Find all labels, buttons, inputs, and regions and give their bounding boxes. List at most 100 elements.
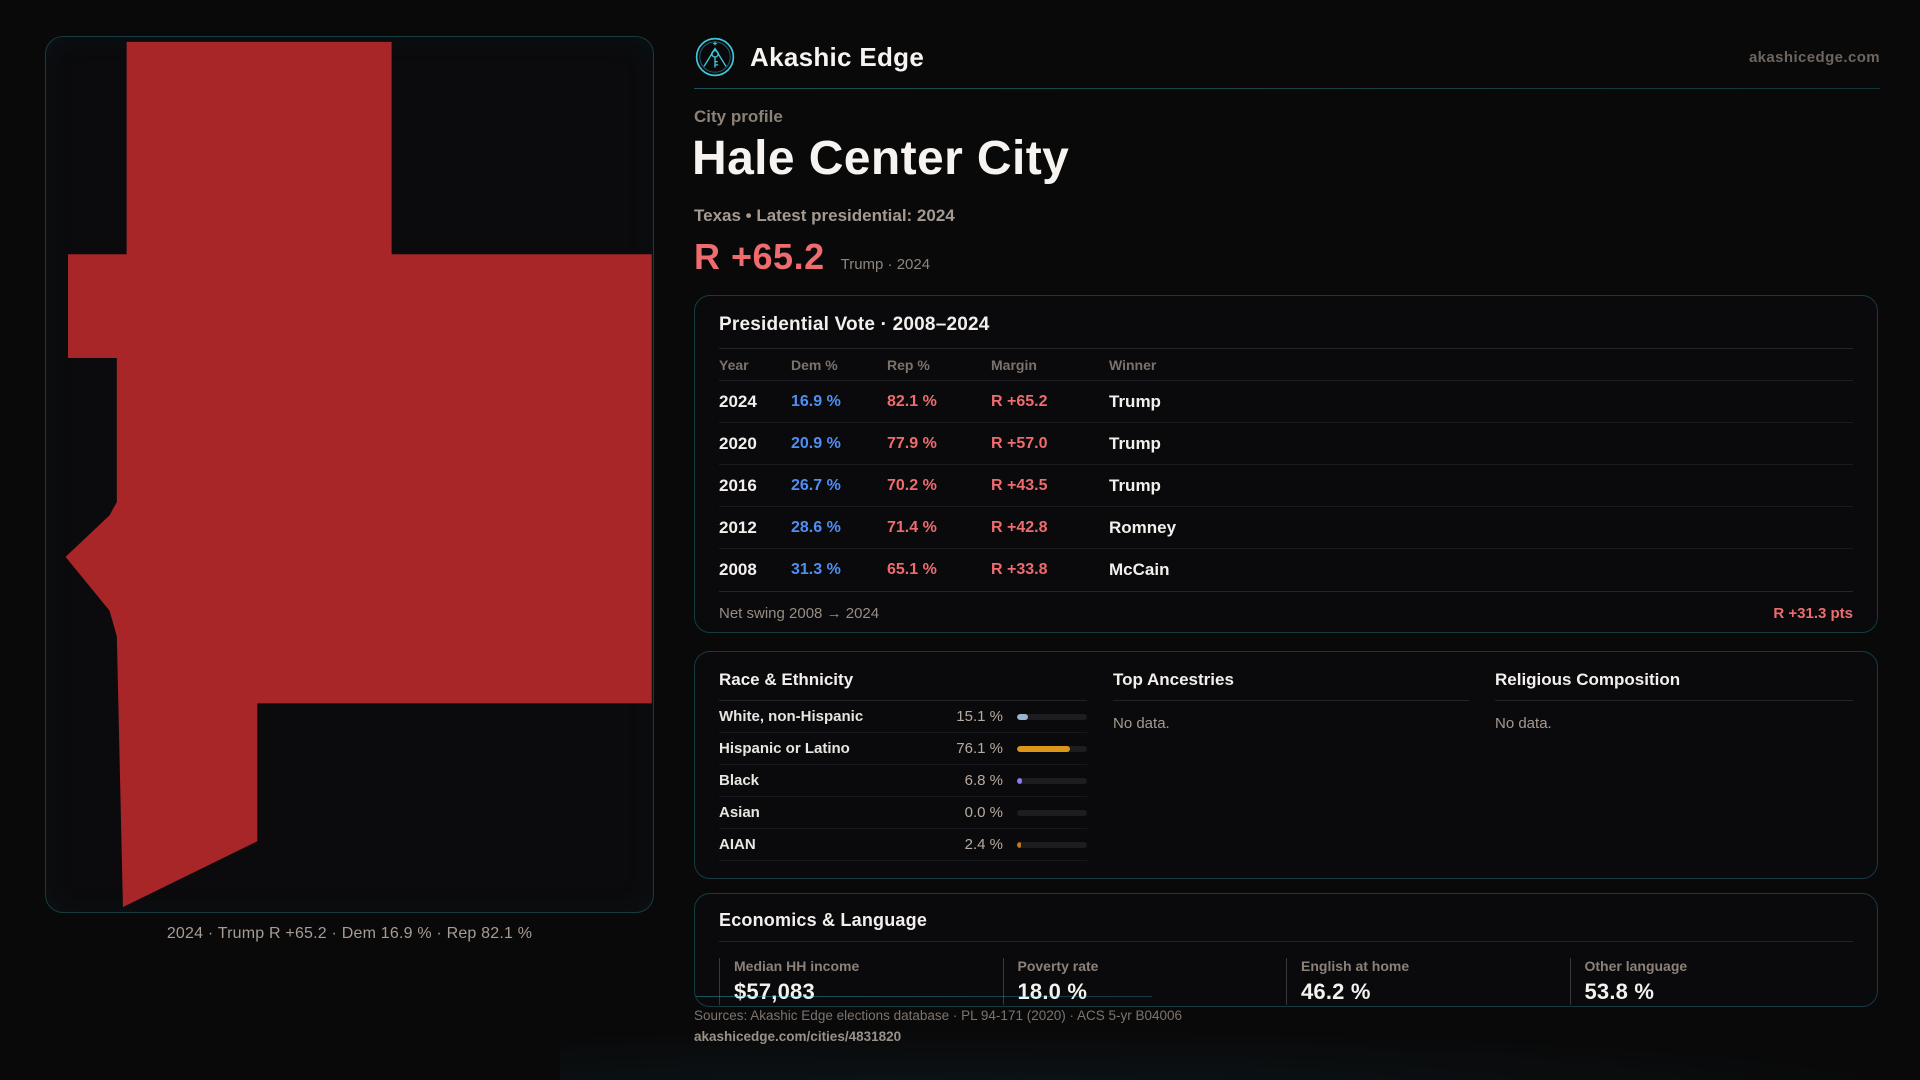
stat-label: Other language: [1584, 958, 1688, 974]
cell-dem: 28.6 %: [791, 518, 841, 536]
col-header-winner: Winner: [1109, 356, 1157, 373]
stat-value: $57,083: [734, 979, 815, 1004]
race-bar-track: [1017, 841, 1087, 848]
headline-margin-row: R +65.2 Trump · 2024: [694, 236, 930, 278]
brand-lockup[interactable]: Akashic Edge: [694, 36, 924, 78]
ancestries-empty-state: No data.: [1113, 715, 1170, 732]
economics-stats-row: Median HH income $57,083 Poverty rate 18…: [719, 958, 1853, 1005]
cell-dem: 31.3 %: [791, 561, 841, 578]
headline-margin-note: Trump · 2024: [840, 256, 931, 273]
race-label: Asian: [719, 804, 760, 821]
table-row: 2016 26.7 % 70.2 % R +43.5 Trump: [719, 465, 1853, 507]
col-header-margin: Margin: [991, 356, 1037, 373]
ancestries-section: Top Ancestries No data.: [1113, 670, 1469, 861]
cell-year: 2024: [719, 391, 757, 411]
city-boundary-shape: [65, 41, 652, 908]
race-bar-track: [1017, 809, 1087, 816]
col-header-year: Year: [719, 356, 749, 373]
kicker-label: City profile: [694, 107, 783, 126]
race-bar-fill: [1017, 841, 1021, 848]
race-bar-fill: [1017, 745, 1071, 752]
race-section-title: Race & Ethnicity: [719, 670, 1087, 701]
header-divider: [694, 88, 1880, 89]
cell-dem: 16.9 %: [791, 392, 841, 410]
race-value: 76.1 %: [956, 740, 1003, 757]
domain-link[interactable]: akashicedge.com: [1748, 48, 1880, 66]
cell-year: 2020: [719, 433, 757, 453]
net-swing-value: R +31.3 pts: [1773, 605, 1853, 622]
vote-card-title: Presidential Vote · 2008–2024: [719, 314, 990, 335]
list-item: Hispanic or Latino 76.1 %: [719, 733, 1087, 765]
race-value: 2.4 %: [964, 836, 1003, 853]
list-item: Black 6.8 %: [719, 765, 1087, 797]
cell-year: 2012: [719, 517, 757, 537]
cell-margin: R +33.8: [991, 561, 1048, 578]
stat-label: English at home: [1301, 958, 1410, 974]
cell-winner: Trump: [1109, 391, 1161, 411]
race-label: White, non-Hispanic: [719, 708, 864, 725]
cell-rep: 77.9 %: [887, 434, 937, 452]
race-ethnicity-section: Race & Ethnicity White, non-Hispanic 15.…: [719, 670, 1087, 861]
net-swing-label: Net swing 2008 → 2024: [719, 605, 880, 622]
race-label: Black: [719, 772, 760, 789]
col-header-rep: Rep %: [887, 356, 930, 373]
race-bar-track: [1017, 777, 1087, 784]
stat-other-language: Other language 53.8 %: [1569, 958, 1854, 1005]
stat-value: 46.2 %: [1301, 979, 1371, 1004]
cell-year: 2008: [719, 560, 757, 579]
religion-section-title: Religious Composition: [1495, 670, 1853, 701]
cell-winner: Trump: [1109, 475, 1161, 495]
presidential-vote-card: Presidential Vote · 2008–2024 Year Dem %…: [694, 295, 1878, 633]
economics-card-title: Economics & Language: [719, 910, 928, 930]
cell-winner: Trump: [1109, 433, 1161, 453]
accent-underline: [696, 996, 1152, 997]
stat-label: Poverty rate: [1017, 958, 1099, 974]
religion-empty-state: No data.: [1495, 715, 1552, 732]
cell-rep: 65.1 %: [887, 561, 937, 578]
table-row: 2024 16.9 % 82.1 % R +65.2 Trump: [719, 381, 1853, 423]
economics-card: Economics & Language Median HH income $5…: [694, 893, 1878, 1007]
brand-logo-icon: [695, 37, 735, 77]
cell-rep: 82.1 %: [887, 392, 937, 410]
stat-english-at-home: English at home 46.2 %: [1286, 958, 1570, 1005]
page-subtitle: Texas • Latest presidential: 2024: [694, 206, 955, 225]
city-boundary-map: [65, 41, 652, 908]
table-row: 2020 20.9 % 77.9 % R +57.0 Trump: [719, 423, 1853, 465]
cell-rep: 71.4 %: [887, 518, 937, 536]
cell-margin: R +65.2: [991, 392, 1048, 410]
cell-margin: R +42.8: [991, 518, 1048, 536]
cell-year: 2016: [719, 475, 757, 495]
race-value: 15.1 %: [956, 708, 1003, 725]
cell-margin: R +57.0: [991, 434, 1048, 452]
race-label: Hispanic or Latino: [719, 740, 850, 757]
brand-name: Akashic Edge: [750, 41, 925, 72]
col-header-dem: Dem %: [791, 356, 838, 373]
table-row: 2008 31.3 % 65.1 % R +33.8 McCain: [719, 549, 1853, 591]
cell-dem: 26.7 %: [791, 476, 841, 494]
cell-rep: 70.2 %: [887, 476, 937, 494]
demographics-card: Race & Ethnicity White, non-Hispanic 15.…: [694, 651, 1878, 879]
table-row: 2012 28.6 % 71.4 % R +42.8 Romney: [719, 507, 1853, 549]
stat-median-hh-income: Median HH income $57,083: [719, 958, 1003, 1005]
race-label: AIAN: [719, 836, 756, 853]
cell-winner: Romney: [1109, 517, 1177, 537]
ancestries-section-title: Top Ancestries: [1113, 670, 1469, 701]
city-map-panel: [45, 36, 654, 913]
race-bar-track: [1017, 745, 1087, 752]
stat-value: 18.0 %: [1017, 979, 1088, 1004]
race-value: 6.8 %: [964, 772, 1003, 789]
stat-value: 53.8 %: [1584, 979, 1655, 1004]
cell-margin: R +43.5: [991, 476, 1048, 494]
vote-table-header: Year Dem % Rep % Margin Winner: [719, 349, 1853, 381]
race-value: 0.0 %: [964, 804, 1003, 821]
list-item: White, non-Hispanic 15.1 %: [719, 701, 1087, 733]
race-bar-track: [1017, 713, 1087, 720]
stat-poverty-rate: Poverty rate 18.0 %: [1002, 958, 1287, 1005]
race-bar-fill: [1017, 713, 1028, 720]
net-swing-row: Net swing 2008 → 2024 R +31.3 pts: [719, 591, 1853, 635]
stat-label: Median HH income: [734, 958, 860, 974]
permalink[interactable]: akashicedge.com/cities/4831820: [694, 1029, 902, 1044]
race-bar-fill: [1017, 777, 1022, 784]
list-item: AIAN 2.4 %: [719, 829, 1087, 861]
